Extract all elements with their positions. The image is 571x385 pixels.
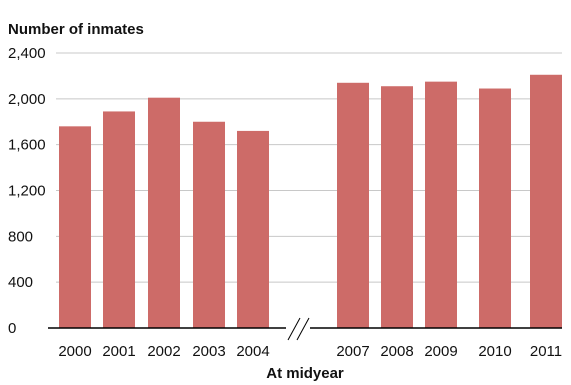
x-tick-label: 2007 (336, 343, 369, 360)
x-tick-label: 2011 (530, 343, 562, 360)
x-tick-label: 2000 (58, 343, 91, 360)
axis-break-gap (286, 322, 310, 334)
y-tick-label: 2,400 (8, 45, 46, 62)
y-tick-label: 400 (8, 274, 33, 291)
bar-2008 (381, 86, 413, 329)
bar-2001 (103, 111, 135, 328)
bar-2002 (148, 97, 180, 328)
x-tick-label: 2009 (424, 343, 457, 360)
bar-2007 (337, 82, 369, 329)
axis-break-slash (287, 317, 301, 341)
bar-2010 (479, 88, 511, 328)
y-axis-title: Number of inmates (8, 21, 144, 38)
y-tick-label: 1,600 (8, 137, 46, 154)
y-tick-label: 2,000 (8, 91, 46, 108)
y-tick-label: 1,200 (8, 183, 46, 200)
y-tick-label: 800 (8, 228, 33, 245)
x-axis-title: At midyear (266, 365, 344, 382)
bar-2000 (59, 126, 91, 328)
bar-2011 (530, 74, 562, 328)
y-tick-label: 0 (8, 320, 16, 337)
y-axis-ticks: 0 400 800 1,200 1,600 2,000 2,400 (8, 45, 46, 337)
bars (59, 74, 562, 329)
x-tick-label: 2010 (478, 343, 511, 360)
x-axis-labels: 2000 2001 2002 2003 2004 2007 2008 2009 2010 2011 (58, 343, 562, 360)
gridlines (56, 52, 562, 283)
axis-break-slash (296, 317, 310, 341)
x-tick-label: 2008 (380, 343, 413, 360)
x-tick-label: 2004 (236, 343, 269, 360)
bar-2004 (237, 130, 269, 328)
x-tick-label: 2002 (147, 343, 180, 360)
axis-break-mark (286, 317, 310, 341)
x-tick-label: 2001 (102, 343, 135, 360)
bar-2009 (425, 81, 457, 328)
bar-2003 (193, 121, 225, 328)
x-tick-label: 2003 (192, 343, 225, 360)
